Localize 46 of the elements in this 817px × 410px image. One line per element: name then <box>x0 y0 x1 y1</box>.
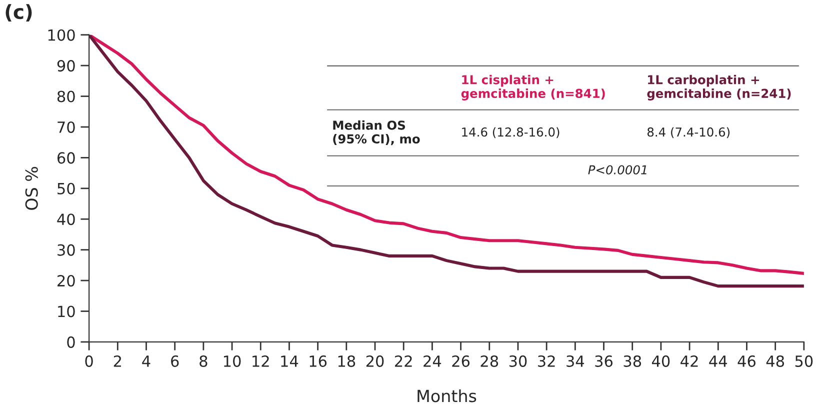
x-tick-label: 6 <box>171 355 179 367</box>
x-tick-label: 20 <box>366 355 384 367</box>
y-tick-label: 90 <box>57 60 75 72</box>
text: 1L cisplatin + gemcitabine (n=841) <box>461 74 605 100</box>
x-tick-label: 32 <box>538 355 555 367</box>
x-tick-label: 46 <box>738 355 756 367</box>
text: 1L carboplatin + gemcitabine (n=241) <box>647 74 791 100</box>
x-tick-label: 38 <box>624 355 642 367</box>
y-tick-label: 60 <box>57 152 75 164</box>
y-tick-label: 80 <box>57 90 75 102</box>
annotation: 14.6 (12.8-16.0) <box>462 127 560 138</box>
annotation: 8.4 (7.4-10.6) <box>647 127 730 138</box>
x-tick-label: 18 <box>338 355 356 367</box>
y-tick-label: 100 <box>48 29 75 41</box>
x-axis-title: Months <box>418 389 476 402</box>
y-tick-label: 70 <box>58 121 75 133</box>
x-tick-label: 16 <box>310 355 327 367</box>
y-tick-label: 0 <box>67 336 75 348</box>
y-tick-label: 30 <box>58 244 75 256</box>
x-tick-label: 2 <box>114 355 121 367</box>
y-tick-label: 50 <box>58 182 75 194</box>
y-axis-title: OS % <box>25 166 38 210</box>
x-tick-label: 48 <box>766 355 784 367</box>
annotation: Median OS (95% CI), mo <box>333 120 420 146</box>
x-tick-label: 12 <box>252 355 269 367</box>
x-tick-label: 50 <box>795 355 813 367</box>
x-tick-label: 30 <box>509 355 527 367</box>
x-tick-label: 26 <box>452 355 470 367</box>
x-tick-label: 8 <box>200 355 208 367</box>
x-tick-label: 22 <box>394 355 412 367</box>
x-tick-label: 40 <box>652 355 670 367</box>
x-tick-label: 44 <box>709 356 728 367</box>
annotation: P<0.0001 <box>588 165 646 174</box>
x-tick-label: 10 <box>224 355 241 367</box>
x-tick-label: 36 <box>595 355 613 367</box>
x-tick-label: 0 <box>85 355 93 367</box>
y-tick-label: 10 <box>58 306 75 318</box>
x-tick-label: 4 <box>142 356 150 367</box>
x-tick-label: 14 <box>281 356 298 367</box>
x-tick-label: 42 <box>680 355 698 367</box>
x-tick-label: 34 <box>566 355 584 367</box>
y-tick-label: 20 <box>58 274 75 287</box>
x-tick-label: 28 <box>480 355 498 367</box>
x-tick-label: 24 <box>424 355 442 367</box>
chart-title: (c) <box>6 4 32 22</box>
y-tick-label: 40 <box>57 214 75 226</box>
